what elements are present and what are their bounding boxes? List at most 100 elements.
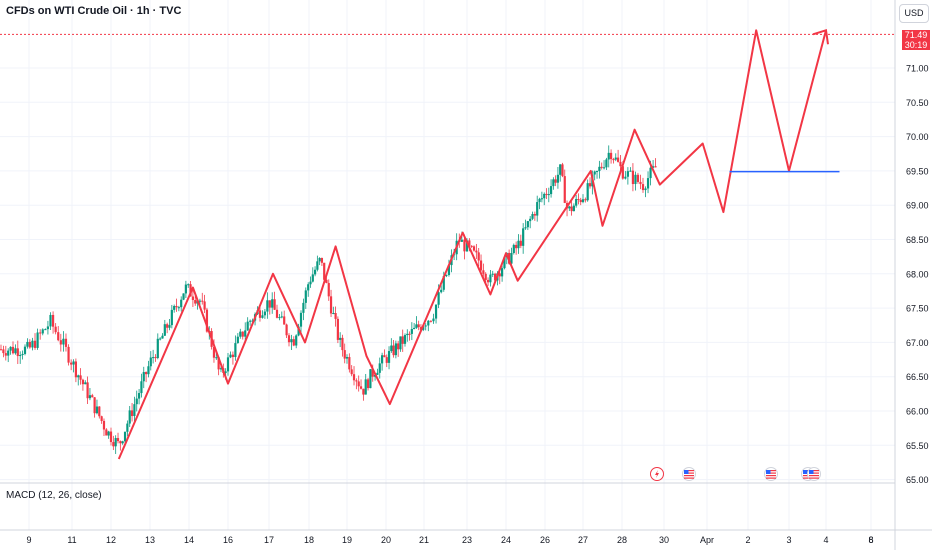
candle-body xyxy=(447,265,451,275)
candle-body xyxy=(21,353,24,355)
candle-body xyxy=(554,179,557,183)
candle-body xyxy=(547,194,550,196)
x-tick-label: 30 xyxy=(659,535,669,545)
candle-body xyxy=(545,193,548,195)
candle-body xyxy=(119,441,122,444)
candle-body xyxy=(357,381,360,387)
candle-body xyxy=(607,152,610,160)
candle-body xyxy=(624,176,627,179)
candle-body xyxy=(359,386,363,389)
candle-body xyxy=(59,340,62,345)
candle-body xyxy=(612,159,615,161)
candle-body xyxy=(273,299,276,310)
candle-body xyxy=(323,262,326,280)
y-tick-label: 65.00 xyxy=(906,475,929,485)
candle-body xyxy=(285,324,288,336)
candle-body xyxy=(236,336,239,344)
zigzag-drawing xyxy=(117,29,827,460)
candle-body xyxy=(646,178,650,189)
candle-body xyxy=(229,354,232,358)
candle-body xyxy=(79,375,82,380)
candle-body xyxy=(88,395,92,399)
candle-body xyxy=(568,206,571,209)
candle-body xyxy=(287,335,291,343)
candle-body xyxy=(581,199,585,203)
candle-body xyxy=(28,341,31,348)
candle-body xyxy=(161,335,164,339)
candle-body xyxy=(531,214,534,219)
candle-body xyxy=(394,343,397,356)
candle-body xyxy=(280,316,283,318)
candle-body xyxy=(381,355,384,364)
candle-body xyxy=(437,292,440,305)
candle-body xyxy=(410,329,413,334)
candle-body xyxy=(307,284,310,291)
candle-body xyxy=(327,283,330,297)
candle-body xyxy=(241,331,244,337)
candle-body xyxy=(62,338,65,345)
candle-body xyxy=(219,368,223,370)
candle-body xyxy=(472,246,476,251)
candle-body xyxy=(266,300,269,312)
candle-body xyxy=(559,164,562,175)
candle-body xyxy=(355,380,358,382)
candle-body xyxy=(401,336,404,344)
candle-body xyxy=(109,431,113,443)
candle-body xyxy=(552,179,555,187)
candle-body xyxy=(173,306,176,310)
candle-body xyxy=(177,307,180,309)
candle-body xyxy=(149,357,152,367)
candle-body xyxy=(23,346,27,354)
candle-body xyxy=(33,340,37,348)
candle-body xyxy=(16,348,19,357)
y-tick-label: 67.50 xyxy=(906,304,929,314)
candle-body xyxy=(369,369,372,389)
candle-body xyxy=(11,346,15,354)
currency-button[interactable]: USD xyxy=(899,4,929,23)
candle-body xyxy=(100,416,103,421)
last-price-tag: 71.49 30:19 xyxy=(902,30,930,50)
candle-body xyxy=(258,310,262,318)
x-tick-label: 3 xyxy=(786,535,791,545)
candle-body xyxy=(102,420,106,430)
candle-body xyxy=(290,339,293,343)
candle-body xyxy=(72,361,75,365)
candle-body xyxy=(345,357,349,359)
candle-body xyxy=(271,299,274,308)
candle-body xyxy=(538,198,541,203)
candle-body xyxy=(2,349,5,354)
candle-body xyxy=(226,357,230,372)
candle-body xyxy=(187,284,190,286)
candle-body xyxy=(445,274,448,277)
candle-body xyxy=(378,363,381,373)
candle-body xyxy=(14,348,17,354)
candle-body xyxy=(563,176,566,203)
candle-body xyxy=(189,284,192,297)
candle-body xyxy=(529,218,532,222)
candle-body xyxy=(180,299,183,308)
candle-body xyxy=(107,431,110,436)
candle-body xyxy=(533,214,536,216)
candle-body xyxy=(366,379,370,389)
y-tick-label: 67.00 xyxy=(906,338,929,348)
lightning-event-icon xyxy=(650,467,664,481)
macd-indicator-label[interactable]: MACD (12, 26, close) xyxy=(6,490,102,501)
y-tick-label: 70.50 xyxy=(906,98,929,108)
x-tick-label: 14 xyxy=(184,535,194,545)
y-tick-label: 68.50 xyxy=(906,235,929,245)
candle-body xyxy=(629,170,632,172)
candle-body xyxy=(95,406,99,414)
y-tick-label: 65.50 xyxy=(906,441,929,451)
x-tick-label: 11 xyxy=(67,535,76,545)
candle-body xyxy=(584,199,587,201)
candle-body xyxy=(81,379,85,385)
candle-body xyxy=(641,184,645,191)
candle-body xyxy=(626,171,629,177)
candle-body xyxy=(598,166,601,172)
candle-body xyxy=(609,152,613,160)
symbol-title[interactable]: CFDs on WTI Crude Oil · 1h · TVC xyxy=(6,5,182,17)
candle-body xyxy=(184,284,187,294)
candle-body xyxy=(482,270,485,274)
candle-body xyxy=(577,198,580,200)
